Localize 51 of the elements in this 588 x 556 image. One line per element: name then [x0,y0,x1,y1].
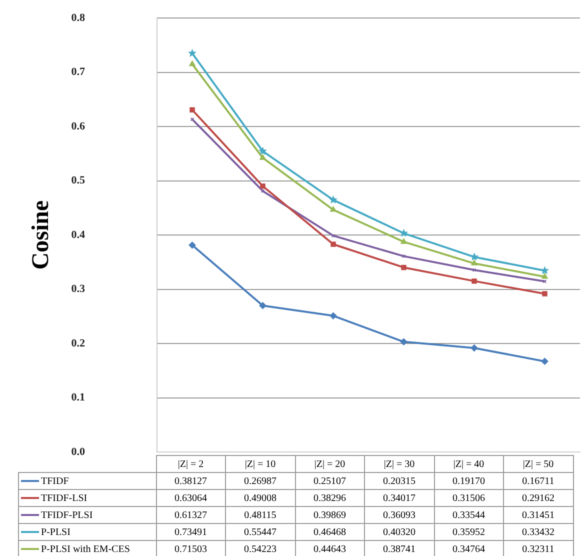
data-label: 0.29162 [504,490,573,506]
data-label: 0.71503 [156,540,226,556]
data-label: 0.34764 [434,540,504,556]
y-tick-label: 0.5 [71,174,86,187]
data-label: 0.38296 [295,490,364,506]
y-tick-label: 0.6 [71,120,86,132]
data-label: 0.46468 [295,524,364,540]
data-label: 0.38127 [156,472,226,490]
data-label: 0.31506 [434,490,504,506]
y-tick-label: 0.2 [71,337,86,350]
data-label: 0.31451 [504,506,573,524]
data-label: 0.19170 [434,472,504,490]
legend-label: TFIDF [18,472,156,490]
data-label: 0.16711 [504,472,573,490]
data-label: 0.34017 [364,490,434,506]
y-tick-label: 0.7 [71,66,86,78]
legend-label: P-PLSI [18,524,156,540]
data-label: 0.33544 [434,506,504,524]
legend-label: TFIDF-PLSI [18,506,156,524]
data-label: 0.48115 [226,506,295,524]
data-label: 0.33432 [504,524,573,540]
y-tick-label: 0.0 [71,446,86,458]
data-label: 0.20315 [364,472,434,490]
data-label: 0.63064 [156,490,226,506]
data-label: 0.44643 [295,540,364,556]
x-tick-label: |Z| = 50 [504,456,573,472]
data-label: 0.26987 [226,472,295,490]
x-tick-label: |Z| = 2 [156,456,226,472]
y-axis-title: Cosine [28,200,54,270]
data-label: 0.49008 [226,490,295,506]
data-label: 0.25107 [295,472,364,490]
y-tick-label: 0.1 [71,392,85,404]
data-label: 0.61327 [156,506,226,524]
y-tick-label: 0.4 [71,228,86,241]
data-label: 0.54223 [226,540,295,556]
data-label: 0.55447 [226,524,295,540]
y-tick-label: 0.3 [71,283,86,296]
data-label: 0.32311 [504,540,573,556]
data-label: 0.36093 [364,506,434,524]
data-label: 0.73491 [156,524,226,540]
y-tick-label: 0.8 [71,12,86,24]
legend-label: P-PLSI with EM-CES [18,540,156,556]
x-tick-label: |Z| = 20 [295,456,364,472]
data-label: 0.38741 [364,540,434,556]
legend-label: TFIDF-LSI [18,490,156,506]
data-label: 0.40320 [364,524,434,540]
x-tick-label: |Z| = 40 [434,456,504,472]
x-tick-label: |Z| = 30 [364,456,434,472]
x-tick-label: |Z| = 10 [226,456,295,472]
data-label: 0.35952 [434,524,504,540]
data-label: 0.39869 [295,506,364,524]
